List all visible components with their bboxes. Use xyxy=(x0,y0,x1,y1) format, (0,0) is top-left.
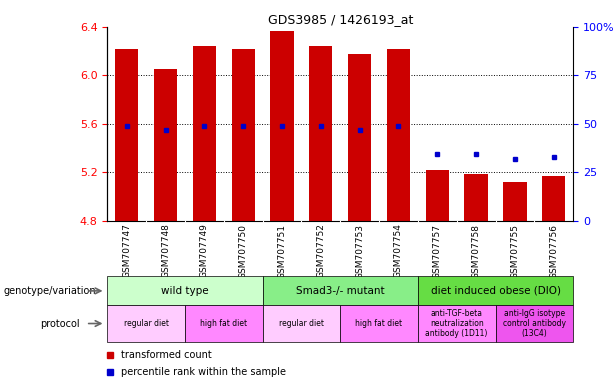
Text: diet induced obese (DIO): diet induced obese (DIO) xyxy=(430,286,560,296)
Text: GSM707750: GSM707750 xyxy=(238,223,248,278)
Text: anti-IgG isotype
control antibody
(13C4): anti-IgG isotype control antibody (13C4) xyxy=(503,309,566,338)
Bar xyxy=(262,305,340,342)
Text: regular diet: regular diet xyxy=(279,319,324,328)
Text: high fat diet: high fat diet xyxy=(356,319,403,328)
Bar xyxy=(107,276,262,305)
Bar xyxy=(542,176,565,221)
Text: GSM707753: GSM707753 xyxy=(355,223,364,278)
Bar xyxy=(107,305,185,342)
Bar xyxy=(465,174,488,221)
Text: percentile rank within the sample: percentile rank within the sample xyxy=(121,367,286,377)
Bar xyxy=(425,170,449,221)
Text: regular diet: regular diet xyxy=(124,319,169,328)
Text: anti-TGF-beta
neutralization
antibody (1D11): anti-TGF-beta neutralization antibody (1… xyxy=(425,309,488,338)
Bar xyxy=(262,276,418,305)
Text: GSM707756: GSM707756 xyxy=(549,223,558,278)
Bar xyxy=(309,46,332,221)
Bar xyxy=(418,276,573,305)
Bar xyxy=(340,305,418,342)
Text: GSM707754: GSM707754 xyxy=(394,223,403,278)
Text: GSM707758: GSM707758 xyxy=(471,223,481,278)
Text: wild type: wild type xyxy=(161,286,209,296)
Bar xyxy=(192,46,216,221)
Text: GSM707749: GSM707749 xyxy=(200,223,209,278)
Text: transformed count: transformed count xyxy=(121,350,211,360)
Bar xyxy=(115,49,139,221)
Text: GSM707757: GSM707757 xyxy=(433,223,442,278)
Bar xyxy=(185,305,262,342)
Bar xyxy=(270,30,294,221)
Title: GDS3985 / 1426193_at: GDS3985 / 1426193_at xyxy=(267,13,413,26)
Text: GSM707752: GSM707752 xyxy=(316,223,326,278)
Text: protocol: protocol xyxy=(40,318,80,329)
Bar xyxy=(154,69,177,221)
Bar xyxy=(495,305,573,342)
Text: GSM707748: GSM707748 xyxy=(161,223,170,278)
Text: high fat diet: high fat diet xyxy=(200,319,247,328)
Bar xyxy=(348,53,371,221)
Text: Smad3-/- mutant: Smad3-/- mutant xyxy=(296,286,384,296)
Bar xyxy=(418,305,495,342)
Text: GSM707751: GSM707751 xyxy=(278,223,286,278)
Bar xyxy=(387,49,410,221)
Text: GSM707755: GSM707755 xyxy=(511,223,519,278)
Bar xyxy=(232,49,255,221)
Text: GSM707747: GSM707747 xyxy=(122,223,131,278)
Text: genotype/variation: genotype/variation xyxy=(3,286,96,296)
Bar xyxy=(503,182,527,221)
